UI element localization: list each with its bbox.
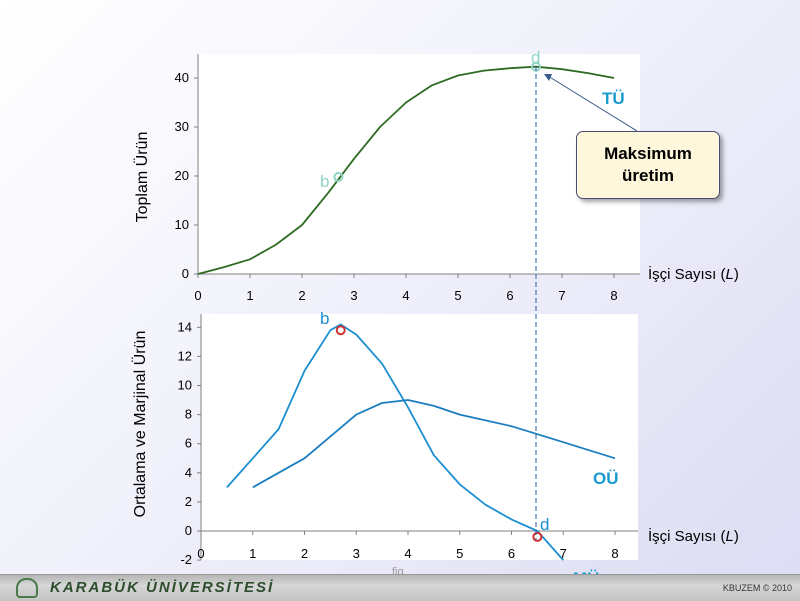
plot-area [198, 54, 640, 274]
series-line-2-1 [226, 323, 564, 561]
callout-arrow-head [544, 74, 552, 81]
x-axis-label-top: İşçi Sayısı (L) [648, 266, 739, 283]
x-axis-label-var: L [725, 266, 734, 283]
x-tick-label: 1 [249, 546, 256, 561]
x-tick-label: 4 [404, 546, 411, 561]
x-axis-label-text: İşçi Sayısı ( [648, 528, 726, 545]
x-tick-label: 1 [246, 288, 253, 303]
series-line-1-1 [197, 65, 615, 275]
y-tick-label: 10 [175, 217, 189, 232]
point-label-d-top: d [531, 48, 541, 67]
series-label-tu: TÜ [602, 89, 625, 108]
series-label-ou: OÜ [593, 469, 619, 488]
x-tick-label: 2 [301, 546, 308, 561]
x-tick-label: 7 [560, 546, 567, 561]
y-tick-label: 2 [185, 494, 192, 509]
point-marker-d [532, 531, 543, 542]
x-tick-label: 6 [506, 288, 513, 303]
x-tick-label: 8 [610, 288, 617, 303]
y-tick-label: 0 [185, 523, 192, 538]
x-tick-label: 3 [353, 546, 360, 561]
footer-bar: KARABÜK ÜNİVERSİTESİ KBUZEM © 2010 [0, 574, 800, 601]
point-marker-b [333, 171, 344, 182]
university-logo-icon [16, 578, 38, 598]
chart-panel-1: 0 10 20 30 40 0 1 2 3 4 5 6 7 8 [175, 54, 640, 303]
x-tick-label: 0 [197, 546, 204, 561]
point-marker-b [335, 325, 346, 336]
x-tick-label: 0 [194, 288, 201, 303]
y-axis-label-total: Toplam Ürün [134, 131, 151, 223]
y-tick-label: 20 [175, 168, 189, 183]
y-tick-label: 14 [178, 319, 192, 334]
x-axis-label-close: ) [733, 528, 739, 545]
point-label-b-bottom: b [320, 309, 330, 328]
point-label-d-bottom: d [540, 515, 550, 534]
series-line-2-2 [252, 399, 616, 489]
plot-area [201, 314, 638, 560]
x-axis-label-bottom: İşçi Sayısı (L) [648, 528, 739, 545]
y-tick-label: 30 [175, 119, 189, 134]
y-tick-label: 8 [185, 407, 192, 422]
x-tick-label: 6 [508, 546, 515, 561]
y-tick-label: 4 [185, 465, 192, 480]
x-tick-label: 5 [454, 288, 461, 303]
x-axis-label-var: L [725, 528, 734, 545]
y-tick-label: 6 [185, 436, 192, 451]
x-tick-label: 7 [558, 288, 565, 303]
y-tick-label: 40 [175, 70, 189, 85]
point-label-b-top: b [320, 172, 330, 191]
callout-arrow-line [547, 75, 638, 132]
x-tick-label: 4 [402, 288, 409, 303]
x-tick-label: 5 [456, 546, 463, 561]
footer-brand: KARABÜK ÜNİVERSİTESİ [50, 579, 275, 596]
footer-credit: KBUZEM © 2010 [722, 583, 792, 593]
x-tick-label: 3 [350, 288, 357, 303]
y-tick-label: 12 [178, 348, 192, 363]
figure-caption: fig [392, 566, 404, 578]
x-axis-label-close: ) [733, 266, 739, 283]
y-tick-label: 10 [178, 378, 192, 393]
x-tick-label: 2 [298, 288, 305, 303]
y-tick-label: -2 [180, 552, 192, 567]
x-tick-label: 8 [611, 546, 618, 561]
y-tick-label: 0 [182, 266, 189, 281]
x-axis-label-text: İşçi Sayısı ( [648, 266, 726, 283]
y-axis-label-average-marginal: Ortalama ve Marjinal Ürün [132, 330, 149, 518]
max-production-callout: Maksimum üretim [576, 131, 720, 199]
